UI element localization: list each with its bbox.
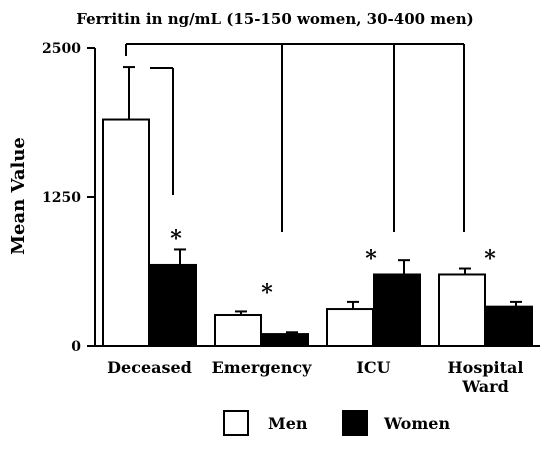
significance-star: *	[365, 246, 377, 272]
category-label: Deceased	[107, 358, 192, 377]
chart-title: Ferritin in ng/mL (15-150 women, 30-400 …	[76, 10, 473, 28]
significance-star: *	[170, 226, 182, 252]
significance-star: *	[261, 280, 273, 306]
y-tick-label: 1250	[42, 190, 81, 206]
bar-women	[149, 263, 197, 347]
bar-women	[261, 333, 309, 347]
bar-men	[438, 273, 486, 348]
y-axis-label: Mean Value	[8, 137, 29, 255]
significance-markers: * * * *	[170, 226, 496, 306]
category-label: ICU	[356, 358, 390, 377]
y-tick-label: 0	[71, 339, 81, 355]
significance-star: *	[484, 246, 496, 272]
legend-swatch-men	[223, 410, 249, 436]
category-label: Hospital	[448, 358, 524, 377]
error-bars	[123, 66, 522, 335]
legend: Men Women	[223, 410, 450, 436]
bar-women	[373, 273, 421, 348]
y-tick-label: 2500	[42, 41, 81, 57]
comparison-brackets	[125, 43, 465, 232]
bars	[102, 118, 533, 348]
legend-swatch-women	[342, 410, 368, 436]
bar-men	[214, 314, 262, 347]
bar-men	[326, 308, 374, 348]
bar-women	[485, 305, 533, 347]
legend-label: Men	[268, 414, 308, 433]
bar-men	[102, 118, 150, 347]
category-label: Ward	[461, 377, 509, 396]
category-label: Emergency	[212, 358, 312, 377]
legend-label: Women	[383, 414, 450, 433]
